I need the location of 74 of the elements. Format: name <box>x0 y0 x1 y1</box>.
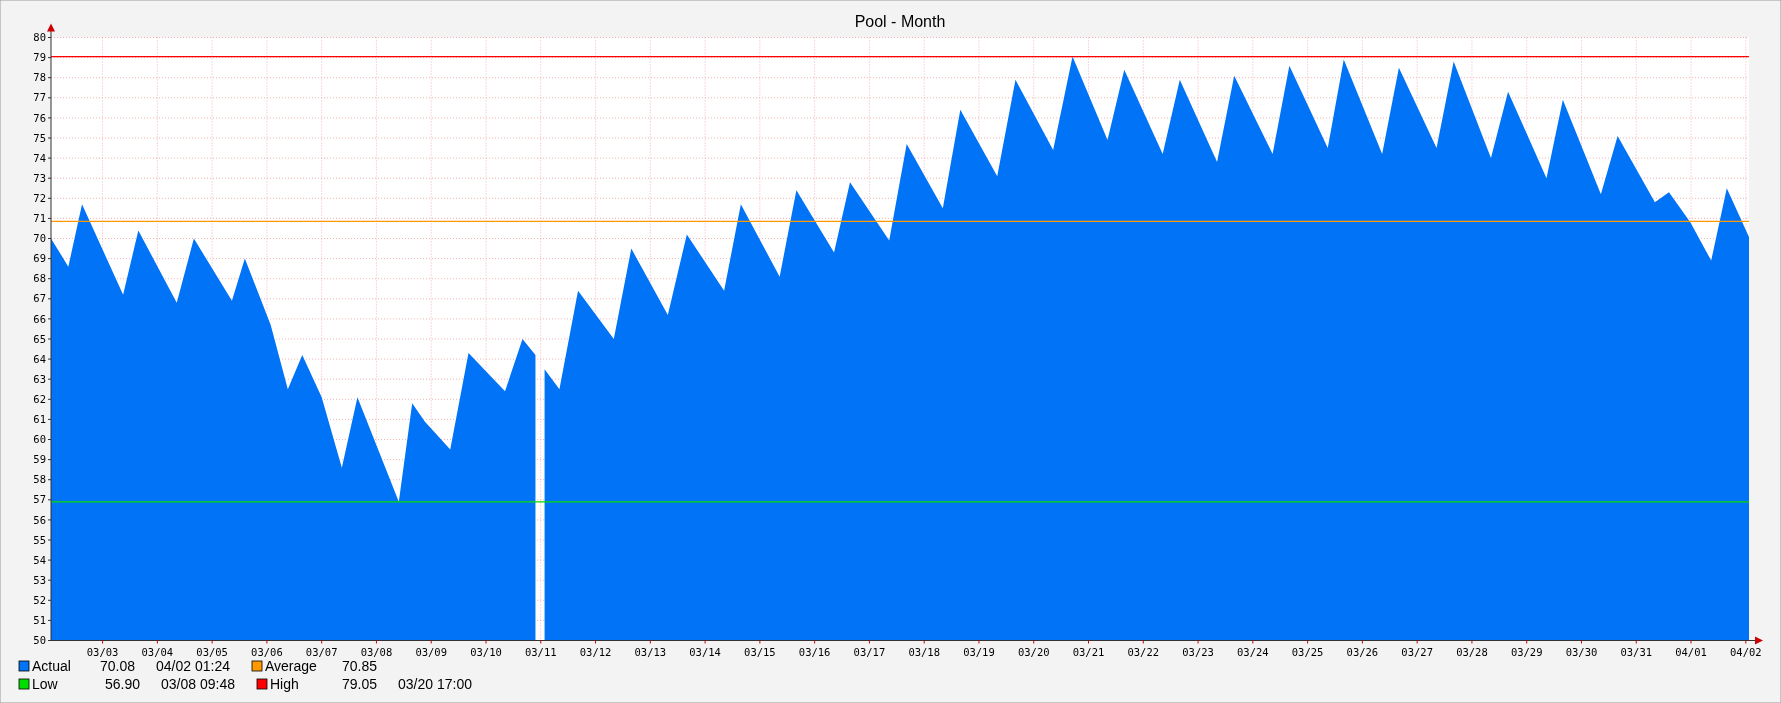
y-tick-label: 50 <box>33 634 46 647</box>
y-tick-label: 74 <box>33 151 46 164</box>
x-tick-label: 03/19 <box>963 645 995 658</box>
y-tick-label: 75 <box>33 131 46 144</box>
y-tick-label: 73 <box>33 171 46 184</box>
y-tick-label: 56 <box>33 513 46 526</box>
x-tick-label: 03/17 <box>853 645 886 658</box>
y-tick-label: 71 <box>33 212 46 225</box>
x-tick-label: 03/27 <box>1401 645 1433 658</box>
y-tick-label: 69 <box>33 252 46 265</box>
x-tick-label: 03/03 <box>86 645 119 658</box>
x-tick-label: 03/14 <box>689 645 721 658</box>
text: 03/08 09:48 <box>161 676 236 692</box>
y-tick-label: 78 <box>33 71 46 84</box>
x-tick-label: 04/01 <box>1675 645 1707 658</box>
x-tick-label: 03/23 <box>1182 645 1214 658</box>
y-tick-label: 53 <box>33 573 46 586</box>
y-tick-label: 77 <box>33 91 46 104</box>
y-tick-label: 70 <box>33 232 46 245</box>
x-tick-label: 03/24 <box>1237 645 1269 658</box>
y-tick-label: 51 <box>33 614 46 627</box>
y-tick-label: 59 <box>33 453 46 466</box>
x-tick-label: 03/26 <box>1346 645 1379 658</box>
y-tick-label: 63 <box>33 372 46 385</box>
y-tick-label: 68 <box>33 272 46 285</box>
x-tick-label: 03/25 <box>1291 645 1324 658</box>
x-tick-label: 03/12 <box>579 645 612 658</box>
text: 70.08 <box>99 658 136 674</box>
x-tick-label: 03/04 <box>141 645 174 658</box>
x-tick-label: 03/20 <box>1017 645 1050 658</box>
y-tick-label: 57 <box>33 493 46 506</box>
x-tick-label: 03/18 <box>908 645 940 658</box>
x-tick-label: 03/22 <box>1127 645 1160 658</box>
y-tick-label: 62 <box>33 392 46 405</box>
legend-label: Low <box>32 676 59 692</box>
y-tick-label: 80 <box>33 31 46 44</box>
y-tick-label: 54 <box>33 553 46 566</box>
text: 70.85 <box>341 658 378 674</box>
x-tick-label: 03/06 <box>251 645 283 658</box>
x-tick-label: 03/21 <box>1072 645 1105 658</box>
y-tick-label: 67 <box>33 292 46 305</box>
series-label: Actual <box>32 658 71 674</box>
x-tick-label: 03/10 <box>470 645 502 658</box>
text: 03/20 17:00 <box>398 676 473 692</box>
y-tick-label: 55 <box>33 533 46 546</box>
y-tick-label: 65 <box>33 332 46 345</box>
x-tick-label: 03/31 <box>1620 645 1653 658</box>
chart-title: Pool - Month <box>854 13 946 30</box>
y-tick-label: 58 <box>33 473 46 486</box>
text: 56.90 <box>104 676 141 692</box>
legend-label: Average <box>265 658 318 674</box>
y-tick-label: 64 <box>33 352 46 365</box>
y-tick-label: 76 <box>33 111 46 124</box>
x-tick-label: 03/07 <box>305 645 338 658</box>
x-tick-label: 03/29 <box>1510 645 1543 658</box>
y-tick-label: 60 <box>33 433 46 446</box>
legend-label: High <box>270 676 299 692</box>
y-tick-label: 52 <box>33 593 46 606</box>
text: 79.05 <box>341 676 378 692</box>
x-tick-label: 03/28 <box>1456 645 1488 658</box>
x-tick-label: 03/15 <box>744 645 776 658</box>
y-tick-label: 79 <box>33 51 46 64</box>
x-tick-label: 03/16 <box>798 645 831 658</box>
x-tick-label: 03/11 <box>524 645 557 658</box>
text: 04/02 01:24 <box>156 658 231 674</box>
x-tick-label: 04/02 <box>1730 645 1762 658</box>
x-tick-label: 03/13 <box>634 645 667 658</box>
x-tick-label: 03/09 <box>415 645 448 658</box>
x-tick-label: 03/05 <box>196 645 228 658</box>
y-tick-label: 66 <box>33 312 46 325</box>
y-tick-label: 61 <box>33 413 46 426</box>
x-tick-label: 03/08 <box>360 645 393 658</box>
x-tick-label: 03/30 <box>1565 645 1598 658</box>
y-tick-label: 72 <box>33 191 46 204</box>
